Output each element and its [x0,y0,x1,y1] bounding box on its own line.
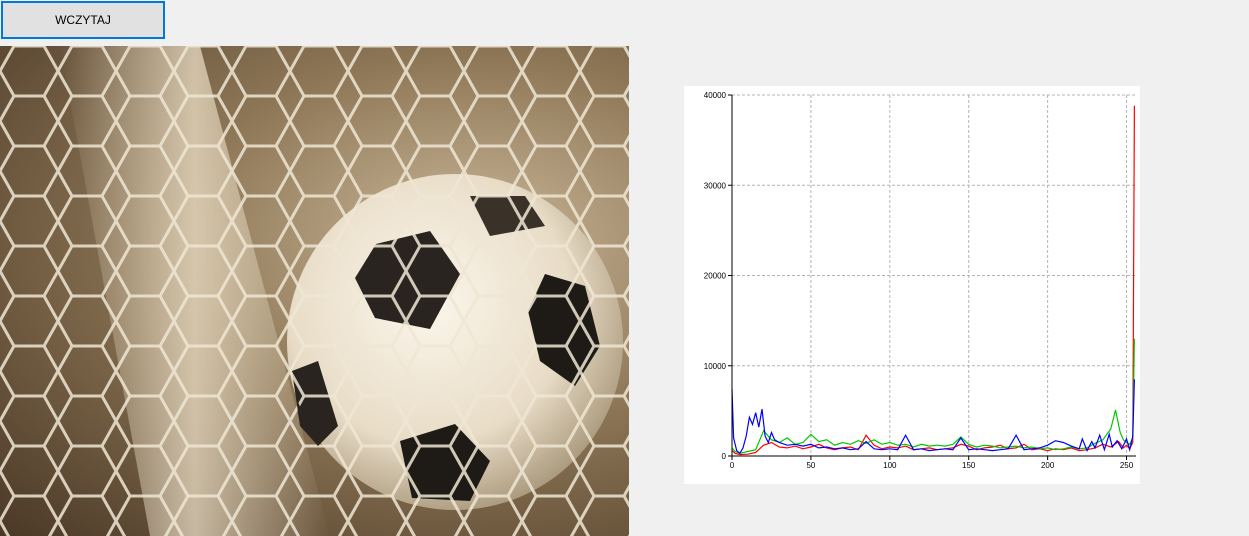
y-tick-label: 30000 [704,181,727,190]
image-preview [0,46,629,536]
x-tick-label: 100 [883,461,897,470]
histogram-chart: 0 50 100 150 200 250 0 10000 20000 30000 40000 [684,86,1140,484]
soccer-ball-in-net-image [0,46,629,536]
y-tick-label: 40000 [704,91,727,100]
x-tick-label: 150 [962,461,976,470]
x-tick-label: 250 [1120,461,1134,470]
x-tick-label: 0 [730,461,735,470]
blue-channel-line [731,379,1135,455]
y-tick-label: 20000 [704,272,727,281]
x-tick-label: 200 [1041,461,1055,470]
red-channel-line [731,105,1135,456]
y-tick-label: 0 [722,452,727,461]
load-image-button[interactable]: WCZYTAJ [1,1,165,39]
y-tick-label: 10000 [704,362,727,371]
x-tick-label: 50 [806,461,815,470]
green-channel-line [731,338,1135,454]
